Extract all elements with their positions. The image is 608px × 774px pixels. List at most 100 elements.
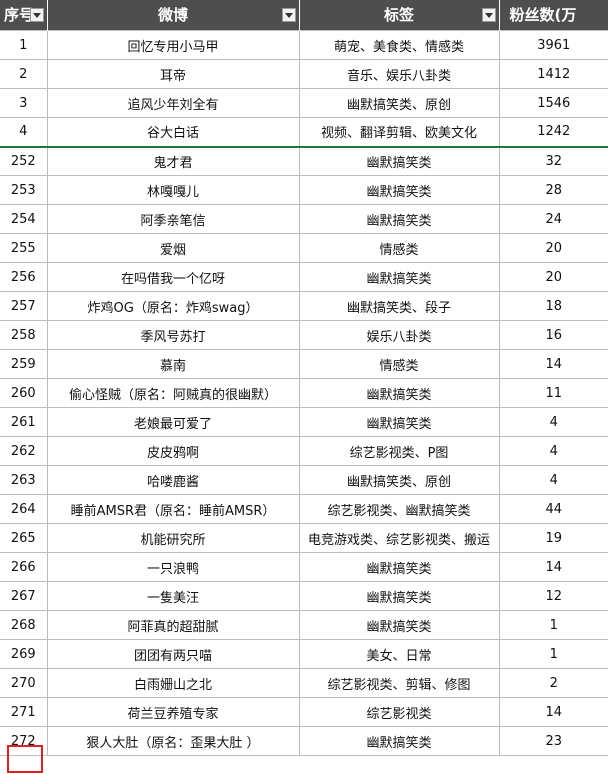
cell-index[interactable]: 266 [0, 552, 48, 582]
cell-followers[interactable]: 4 [498, 436, 608, 466]
cell-tags[interactable]: 娱乐八卦类 [298, 320, 500, 350]
cell-weibo[interactable]: 慕南 [46, 349, 300, 379]
cell-tags[interactable]: 幽默搞笑类 [298, 726, 500, 756]
cell-tags[interactable]: 音乐、娱乐八卦类 [298, 59, 500, 89]
cell-tags[interactable]: 幽默搞笑类 [298, 204, 500, 234]
cell-tags[interactable]: 幽默搞笑类、原创 [298, 465, 500, 495]
cell-index[interactable]: 271 [0, 697, 48, 727]
cell-followers[interactable]: 1242 [498, 117, 608, 148]
cell-followers[interactable]: 44 [498, 494, 608, 524]
cell-tags[interactable]: 电竞游戏类、综艺影视类、搬运 [298, 523, 500, 553]
cell-index[interactable]: 254 [0, 204, 48, 234]
cell-index[interactable]: 270 [0, 668, 48, 698]
cell-index[interactable]: 267 [0, 581, 48, 611]
cell-weibo[interactable]: 耳帝 [46, 59, 300, 89]
cell-index[interactable]: 262 [0, 436, 48, 466]
filter-dropdown-icon[interactable] [481, 8, 496, 22]
cell-followers[interactable]: 14 [498, 552, 608, 582]
cell-tags[interactable]: 综艺影视类、剪辑、修图 [298, 668, 500, 698]
cell-followers[interactable]: 14 [498, 697, 608, 727]
cell-tags[interactable]: 幽默搞笑类、原创 [298, 88, 500, 118]
cell-index[interactable]: 263 [0, 465, 48, 495]
cell-tags[interactable]: 萌宠、美食类、情感类 [298, 30, 500, 60]
cell-weibo[interactable]: 鬼才君 [46, 146, 300, 176]
cell-weibo[interactable]: 回忆专用小马甲 [46, 30, 300, 60]
cell-index[interactable]: 268 [0, 610, 48, 640]
cell-followers[interactable]: 23 [498, 726, 608, 756]
filter-dropdown-icon[interactable] [29, 8, 44, 22]
cell-index[interactable]: 253 [0, 175, 48, 205]
cell-weibo[interactable]: 谷大白话 [46, 117, 300, 148]
cell-weibo[interactable]: 团团有两只喵 [46, 639, 300, 669]
cell-followers[interactable]: 28 [498, 175, 608, 205]
cell-followers[interactable]: 11 [498, 378, 608, 408]
cell-weibo[interactable]: 白雨姗山之北 [46, 668, 300, 698]
cell-weibo[interactable]: 季风号苏打 [46, 320, 300, 350]
cell-index[interactable]: 261 [0, 407, 48, 437]
cell-followers[interactable]: 1412 [498, 59, 608, 89]
cell-followers[interactable]: 32 [498, 146, 608, 176]
cell-weibo[interactable]: 偷心怪贼（原名：阿贼真的很幽默） [46, 378, 300, 408]
cell-weibo[interactable]: 林嘎嘎儿 [46, 175, 300, 205]
cell-followers[interactable]: 20 [498, 233, 608, 263]
cell-followers[interactable]: 16 [498, 320, 608, 350]
cell-index[interactable]: 260 [0, 378, 48, 408]
cell-followers[interactable]: 12 [498, 581, 608, 611]
cell-index[interactable]: 252 [0, 146, 48, 176]
cell-tags[interactable]: 情感类 [298, 349, 500, 379]
cell-followers[interactable]: 4 [498, 407, 608, 437]
cell-tags[interactable]: 幽默搞笑类、段子 [298, 291, 500, 321]
cell-index[interactable]: 255 [0, 233, 48, 263]
cell-index[interactable]: 256 [0, 262, 48, 292]
cell-followers[interactable]: 1 [498, 610, 608, 640]
cell-followers[interactable]: 4 [498, 465, 608, 495]
cell-tags[interactable]: 幽默搞笑类 [298, 552, 500, 582]
cell-index[interactable]: 3 [0, 88, 48, 118]
cell-tags[interactable]: 幽默搞笑类 [298, 175, 500, 205]
cell-followers[interactable]: 18 [498, 291, 608, 321]
cell-weibo[interactable]: 狠人大肚（原名：歪果大肚 ） [46, 726, 300, 756]
cell-index[interactable]: 265 [0, 523, 48, 553]
cell-weibo[interactable]: 睡前AMSR君（原名：睡前AMSR） [46, 494, 300, 524]
cell-tags[interactable]: 幽默搞笑类 [298, 610, 500, 640]
cell-weibo[interactable]: 皮皮鸦啊 [46, 436, 300, 466]
cell-tags[interactable]: 幽默搞笑类 [298, 407, 500, 437]
cell-weibo[interactable]: 追风少年刘全有 [46, 88, 300, 118]
cell-index[interactable]: 4 [0, 117, 48, 148]
cell-weibo[interactable]: 炸鸡OG（原名：炸鸡swag） [46, 291, 300, 321]
cell-tags[interactable]: 情感类 [298, 233, 500, 263]
cell-weibo[interactable]: 老娘最可爱了 [46, 407, 300, 437]
cell-tags[interactable]: 幽默搞笑类 [298, 146, 500, 176]
cell-followers[interactable]: 24 [498, 204, 608, 234]
cell-index[interactable]: 257 [0, 291, 48, 321]
cell-tags[interactable]: 综艺影视类、幽默搞笑类 [298, 494, 500, 524]
filter-dropdown-icon[interactable] [281, 8, 296, 22]
cell-weibo[interactable]: 阿季亲笔信 [46, 204, 300, 234]
cell-tags[interactable]: 幽默搞笑类 [298, 378, 500, 408]
cell-followers[interactable]: 3961 [498, 30, 608, 60]
cell-index[interactable]: 258 [0, 320, 48, 350]
cell-tags[interactable]: 综艺影视类 [298, 697, 500, 727]
cell-weibo[interactable]: 哈喽鹿酱 [46, 465, 300, 495]
cell-index[interactable]: 259 [0, 349, 48, 379]
cell-weibo[interactable]: 一隻美汪 [46, 581, 300, 611]
cell-weibo[interactable]: 机能研究所 [46, 523, 300, 553]
cell-followers[interactable]: 19 [498, 523, 608, 553]
cell-weibo[interactable]: 一只浪鸭 [46, 552, 300, 582]
cell-index[interactable]: 272 [0, 726, 48, 756]
cell-index[interactable]: 264 [0, 494, 48, 524]
cell-tags[interactable]: 美女、日常 [298, 639, 500, 669]
cell-weibo[interactable]: 荷兰豆养殖专家 [46, 697, 300, 727]
cell-followers[interactable]: 20 [498, 262, 608, 292]
cell-index[interactable]: 1 [0, 30, 48, 60]
cell-weibo[interactable]: 爱烟 [46, 233, 300, 263]
cell-tags[interactable]: 视频、翻译剪辑、欧美文化 [298, 117, 500, 148]
cell-tags[interactable]: 综艺影视类、P图 [298, 436, 500, 466]
cell-weibo[interactable]: 阿菲真的超甜腻 [46, 610, 300, 640]
cell-tags[interactable]: 幽默搞笑类 [298, 262, 500, 292]
cell-followers[interactable]: 14 [498, 349, 608, 379]
cell-index[interactable]: 269 [0, 639, 48, 669]
cell-followers[interactable]: 1546 [498, 88, 608, 118]
cell-followers[interactable]: 1 [498, 639, 608, 669]
cell-weibo[interactable]: 在吗借我一个亿呀 [46, 262, 300, 292]
